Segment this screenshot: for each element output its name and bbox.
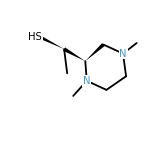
Polygon shape	[85, 43, 105, 61]
Polygon shape	[39, 36, 64, 49]
Polygon shape	[63, 47, 85, 61]
Text: N: N	[83, 76, 91, 86]
Text: HS: HS	[28, 32, 42, 42]
Text: N: N	[119, 49, 127, 59]
